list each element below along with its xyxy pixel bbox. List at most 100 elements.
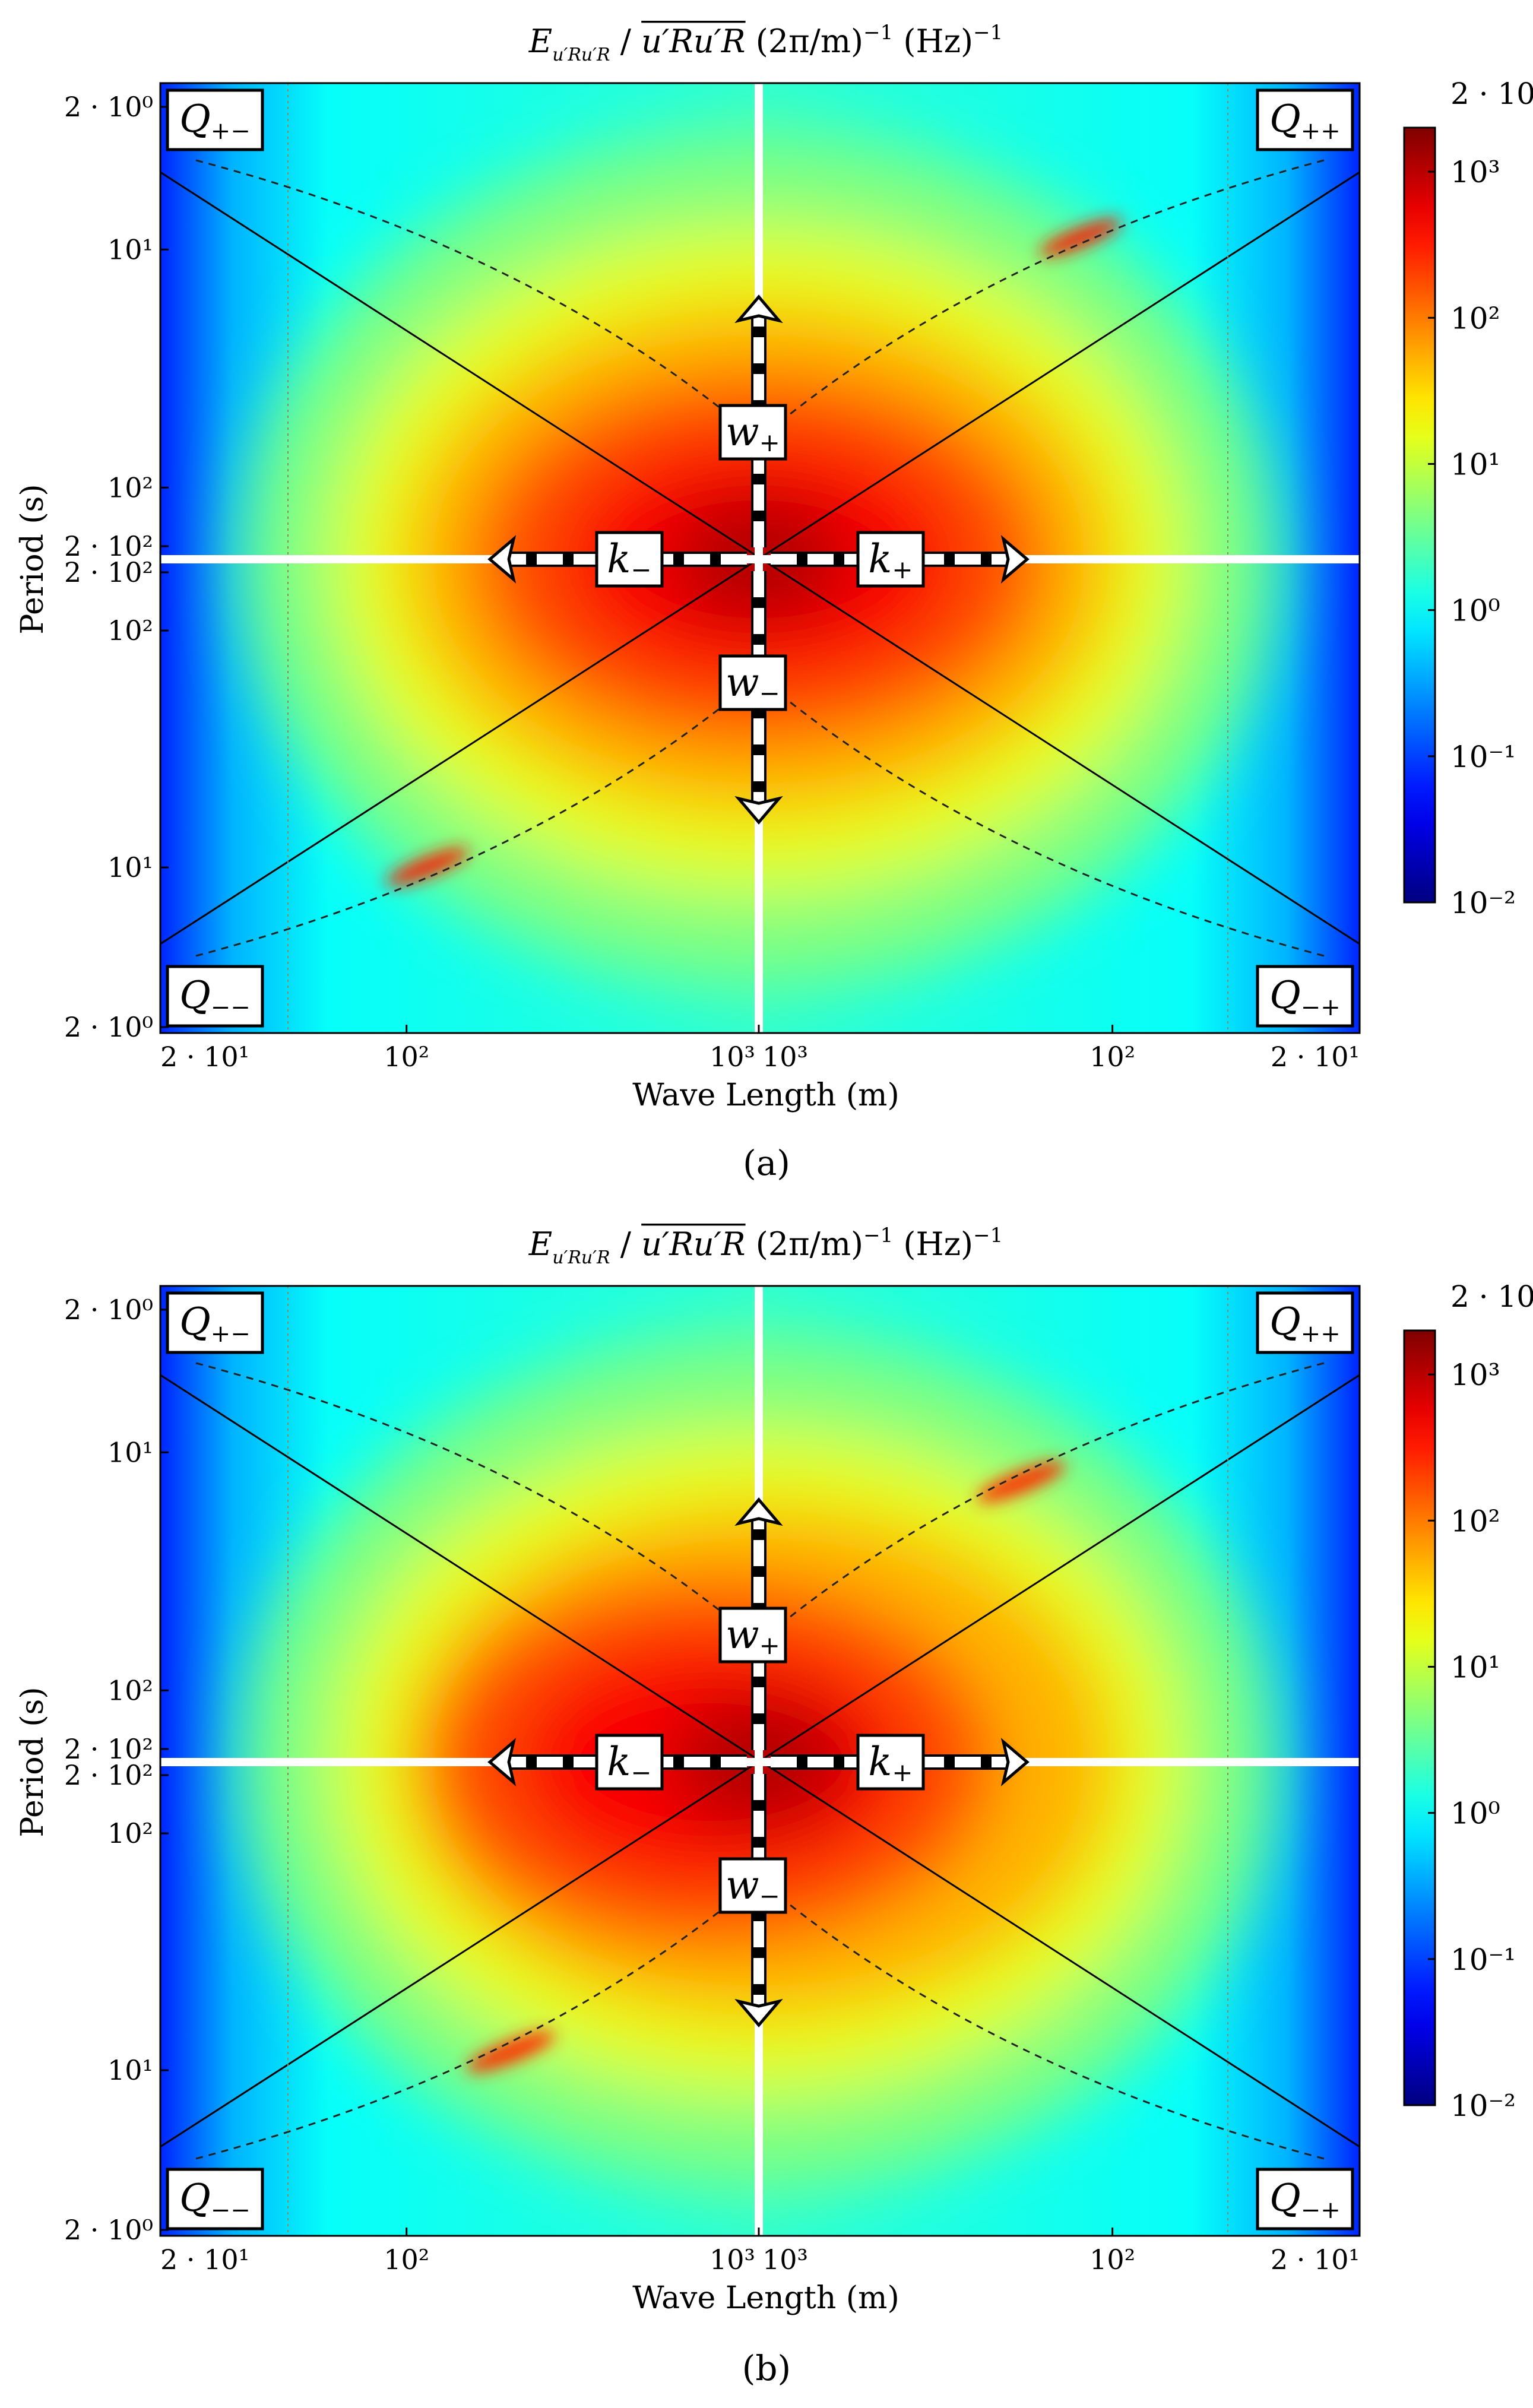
plot-frame	[159, 82, 1361, 1034]
dispersion-curve-br	[758, 676, 1325, 957]
x-tick-label-left-2: 10³	[710, 1041, 755, 1073]
y-axis-label: Period (s)	[15, 1687, 50, 1837]
label-w-minus: w−	[718, 1857, 787, 1914]
hotspot-0	[1039, 218, 1122, 256]
dispersion-curves	[195, 159, 1325, 957]
colorbar-tick-label-4: 10⁰	[1450, 594, 1500, 628]
svg-text:k−: k−	[607, 1739, 651, 1787]
divider-horizontal	[160, 1758, 1360, 1766]
svg-text:Q−+: Q−+	[1269, 974, 1341, 1021]
dispersion-hotspots	[386, 218, 1122, 886]
y-tick-label-bottom-1: 10²	[107, 1817, 153, 1849]
quadrant-label-top-right: Q++	[1256, 1291, 1354, 1354]
x-tick-label-left-0: 2 · 10¹	[160, 2244, 249, 2276]
svg-text:Q−−: Q−−	[179, 2176, 251, 2224]
x-tick-label-right-2: 2 · 10¹	[1271, 2244, 1360, 2276]
svg-text:Q−−: Q−−	[179, 974, 251, 1021]
quadrant-label-bottom-left: Q−−	[166, 2168, 264, 2230]
svg-text:k+: k+	[868, 1739, 913, 1787]
label-k-minus: k−	[595, 531, 664, 588]
y-tick-label-bottom-2: 10¹	[107, 851, 153, 883]
x-tick-label-right-0: 10³	[762, 1041, 808, 1073]
y-tick-label-bottom-2: 10¹	[107, 2054, 153, 2086]
y-tick-label-top-0: 2 · 10⁰	[64, 1294, 153, 1326]
dispersion-curves	[195, 1362, 1325, 2160]
y-tick-label-top-2: 10²	[107, 471, 153, 503]
dispersion-curve-tr	[758, 1362, 1325, 1643]
hotspot-1	[466, 2031, 555, 2073]
panel-a: w+ w− k− k+ Q+− Q++ Q−− Q−+ Eu′Ru′R / u′Ru′R (2π…	[0, 0, 1533, 1203]
y-tick-label-bottom-0: 2 · 10²	[64, 1759, 153, 1791]
svg-text:w−: w−	[726, 660, 780, 708]
x-tick-label-left-1: 10²	[384, 2244, 429, 2276]
dispersion-curve-bl	[195, 676, 759, 957]
colorbar-tick-label-1: 10³	[1450, 1358, 1500, 1392]
svg-text:k+: k+	[868, 536, 913, 584]
y-tick-label-bottom-3: 2 · 10⁰	[64, 2214, 153, 2246]
y-tick-label-bottom-0: 2 · 10²	[64, 556, 153, 588]
label-w-minus: w−	[718, 654, 787, 711]
panel-caption-b: (b)	[742, 2348, 791, 2388]
x-tick-label-right-0: 10³	[762, 2244, 808, 2276]
svg-text:Q+−: Q+−	[179, 97, 251, 145]
quadrant-label-top-right: Q++	[1256, 88, 1354, 151]
colorbar-tick-label-0: 2 · 10³	[1450, 77, 1533, 111]
y-tick-label-top-3: 2 · 10²	[64, 530, 153, 562]
svg-text:Q−+: Q−+	[1269, 2176, 1341, 2224]
x-tick-label-right-1: 10²	[1089, 2244, 1135, 2276]
chart-a: w+ w− k− k+ Q+− Q++ Q−− Q−+ Eu′Ru′R / u′Ru′R (2π…	[15, 21, 1533, 1113]
dispersion-curve-br	[758, 1878, 1325, 2160]
colorbar	[1403, 1329, 1436, 2106]
colorbar-tick-label-4: 10⁰	[1450, 1797, 1500, 1831]
x-axis-label: Wave Length (m)	[632, 1078, 899, 1113]
svg-text:k−: k−	[607, 536, 651, 584]
panel-caption-a: (a)	[743, 1143, 790, 1183]
colorbar-tick-label-1: 10³	[1450, 155, 1500, 189]
label-k-minus: k−	[595, 1734, 664, 1791]
y-tick-label-top-3: 2 · 10²	[64, 1733, 153, 1765]
divider-horizontal	[160, 555, 1360, 563]
quadrant-label-bottom-right: Q−+	[1256, 965, 1354, 1028]
label-w-plus: w+	[718, 1607, 787, 1664]
colorbar-tick-label-5: 10⁻¹	[1450, 740, 1516, 774]
y-tick-label-bottom-3: 2 · 10⁰	[64, 1011, 153, 1043]
svg-text:Q++: Q++	[1269, 97, 1341, 145]
y-tick-label-bottom-1: 10²	[107, 614, 153, 647]
svg-text:w+: w+	[726, 1612, 780, 1660]
colorbar-tick-label-3: 10¹	[1450, 447, 1500, 481]
colorbar-tick-label-5: 10⁻¹	[1450, 1943, 1516, 1977]
dispersion-hotspots	[466, 1461, 1066, 2073]
quadrant-label-bottom-left: Q−−	[166, 965, 264, 1028]
x-axis-label: Wave Length (m)	[632, 2280, 899, 2316]
y-tick-label-top-1: 10¹	[107, 233, 153, 265]
quadrant-label-top-left: Q+−	[166, 88, 264, 151]
x-tick-label-left-1: 10²	[384, 1041, 429, 1073]
chart-title: Eu′Ru′R / u′Ru′R (2π/m)−1 (Hz)−1	[528, 1224, 1003, 1268]
x-tick-label-left-0: 2 · 10¹	[160, 1041, 249, 1073]
label-k-plus: k+	[856, 531, 925, 588]
x-tick-label-right-2: 2 · 10¹	[1271, 1041, 1360, 1073]
dispersion-curve-tr	[758, 159, 1325, 441]
quadrant-label-bottom-right: Q−+	[1256, 2168, 1354, 2230]
panel-b: w+ w− k− k+ Q+− Q++ Q−− Q−+ Eu′Ru′R / u′Ru′R (2π…	[0, 1203, 1533, 2406]
svg-text:Q+−: Q+−	[179, 1300, 251, 1348]
chart-title: Eu′Ru′R / u′Ru′R (2π/m)−1 (Hz)−1	[528, 21, 1003, 65]
y-axis-label: Period (s)	[15, 484, 50, 634]
plot-frame	[159, 1285, 1361, 2237]
x-tick-label-left-2: 10³	[710, 2244, 755, 2276]
colorbar-tick-label-6: 10⁻²	[1450, 886, 1516, 920]
dispersion-curve-tl	[195, 1362, 759, 1643]
svg-text:Q++: Q++	[1269, 1300, 1341, 1348]
colorbar	[1403, 126, 1436, 904]
dispersion-curve-tl	[195, 159, 759, 441]
y-tick-label-top-0: 2 · 10⁰	[64, 91, 153, 123]
quadrant-label-top-left: Q+−	[166, 1291, 264, 1354]
colorbar-tick-label-3: 10¹	[1450, 1650, 1500, 1684]
svg-text:w+: w+	[726, 409, 780, 457]
label-w-plus: w+	[718, 404, 787, 461]
dispersion-curve-bl	[195, 1878, 759, 2160]
colorbar-tick-label-2: 10²	[1450, 301, 1500, 335]
x-tick-label-right-1: 10²	[1089, 1041, 1135, 1073]
y-tick-label-top-1: 10¹	[107, 1436, 153, 1468]
hotspot-1	[386, 848, 469, 886]
